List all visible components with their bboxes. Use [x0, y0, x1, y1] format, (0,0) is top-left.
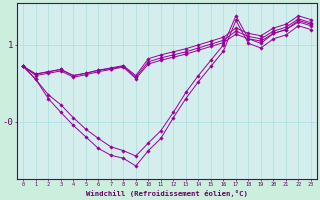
X-axis label: Windchill (Refroidissement éolien,°C): Windchill (Refroidissement éolien,°C) [86, 190, 248, 197]
